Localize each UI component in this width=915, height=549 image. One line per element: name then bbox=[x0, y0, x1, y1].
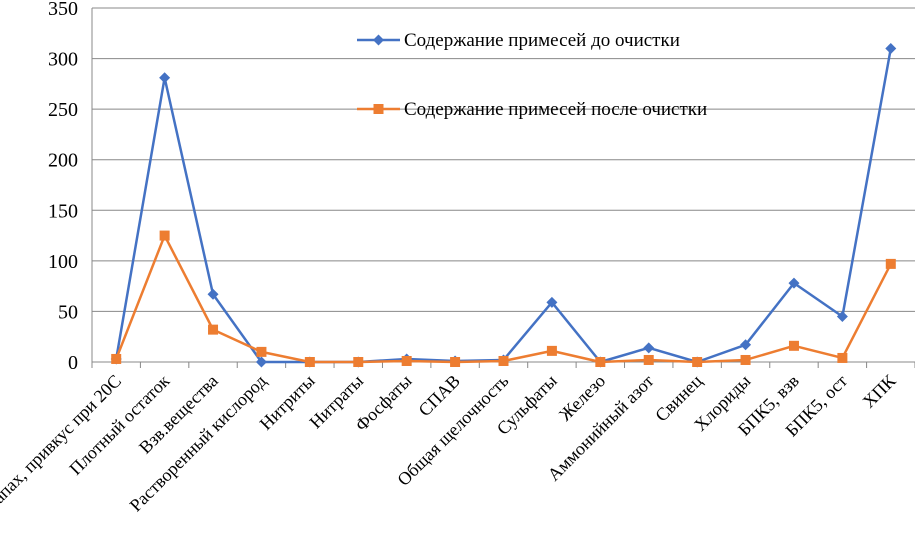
data-point-series-1 bbox=[740, 339, 752, 351]
data-point-series-2 bbox=[740, 354, 751, 365]
series-line-2 bbox=[115, 234, 892, 364]
y-axis-tick-labels: 0 50 100 150 200 250 300 350 bbox=[48, 0, 78, 374]
x-axis-ticks bbox=[91, 362, 915, 368]
series-group bbox=[110, 42, 897, 368]
data-point-series-2 bbox=[208, 324, 219, 335]
legend-marker-1 bbox=[373, 34, 384, 46]
data-point-series-2 bbox=[498, 355, 509, 366]
legend-label-1: Содержание примесей до очистки bbox=[404, 30, 680, 51]
legend-label-2: Содержание примесей после очистки bbox=[404, 99, 707, 120]
data-point-series-2 bbox=[595, 357, 606, 367]
data-point-series-2 bbox=[256, 346, 267, 357]
data-point-series-1 bbox=[255, 356, 267, 368]
data-point-series-2 bbox=[111, 353, 122, 364]
data-point-series-2 bbox=[837, 352, 848, 363]
data-point-series-2 bbox=[401, 355, 412, 366]
y-tick-label-0: 0 bbox=[68, 352, 78, 374]
x-category-label: ХПК bbox=[859, 370, 901, 412]
data-point-series-2 bbox=[788, 340, 799, 351]
data-point-series-1 bbox=[207, 288, 219, 300]
data-point-series-2 bbox=[159, 230, 170, 241]
data-point-series-2 bbox=[353, 357, 364, 367]
data-point-series-1 bbox=[546, 296, 558, 308]
data-point-series-2 bbox=[546, 345, 557, 356]
data-point-series-1 bbox=[643, 342, 655, 354]
data-point-series-1 bbox=[836, 310, 848, 322]
data-point-series-1 bbox=[788, 277, 800, 289]
data-point-series-2 bbox=[643, 354, 654, 365]
legend: Содержание примесей до очистки Содержание… bbox=[357, 30, 707, 120]
y-tick-label-50: 50 bbox=[58, 301, 78, 323]
y-tick-label-300: 300 bbox=[48, 49, 78, 71]
y-tick-label-350: 350 bbox=[48, 0, 78, 20]
data-point-series-2 bbox=[692, 357, 703, 367]
data-point-series-1 bbox=[159, 72, 171, 84]
y-tick-label-150: 150 bbox=[48, 200, 78, 222]
y-tick-label-200: 200 bbox=[48, 150, 78, 172]
data-point-series-2 bbox=[304, 357, 315, 367]
series-line-1 bbox=[114, 48, 893, 364]
data-point-series-2 bbox=[450, 357, 461, 367]
y-tick-label-100: 100 bbox=[48, 251, 78, 273]
y-tick-label-250: 250 bbox=[48, 99, 78, 121]
gridlines bbox=[92, 7, 915, 312]
legend-marker-2 bbox=[373, 104, 384, 114]
data-point-series-1 bbox=[885, 42, 897, 54]
data-point-series-2 bbox=[885, 258, 896, 269]
